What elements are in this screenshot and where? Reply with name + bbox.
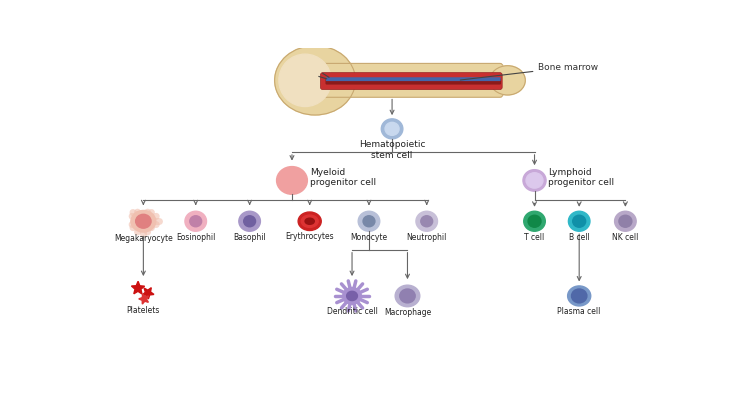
Ellipse shape <box>305 218 314 224</box>
Text: Macrophage: Macrophage <box>384 308 431 317</box>
Ellipse shape <box>400 289 416 303</box>
Ellipse shape <box>523 170 546 191</box>
Text: Lymphoid
progenitor cell: Lymphoid progenitor cell <box>548 168 614 187</box>
Ellipse shape <box>395 285 420 307</box>
Ellipse shape <box>185 211 206 231</box>
Ellipse shape <box>302 215 318 228</box>
Ellipse shape <box>274 46 356 115</box>
Ellipse shape <box>568 286 591 306</box>
Text: Erythrocytes: Erythrocytes <box>285 232 334 241</box>
Text: B cell: B cell <box>568 233 590 242</box>
Ellipse shape <box>568 211 590 231</box>
Text: Eosinophil: Eosinophil <box>176 233 215 242</box>
Ellipse shape <box>526 173 543 188</box>
Text: Bone marrow: Bone marrow <box>460 63 598 80</box>
Polygon shape <box>131 281 145 294</box>
Ellipse shape <box>528 215 541 227</box>
Text: Basophil: Basophil <box>233 233 266 242</box>
FancyBboxPatch shape <box>310 63 503 97</box>
Ellipse shape <box>343 288 362 304</box>
Ellipse shape <box>346 291 358 300</box>
Ellipse shape <box>614 211 636 231</box>
Ellipse shape <box>190 216 202 227</box>
Text: Megakaryocyte: Megakaryocyte <box>114 234 172 242</box>
FancyBboxPatch shape <box>320 73 502 90</box>
Polygon shape <box>139 294 148 304</box>
Ellipse shape <box>573 215 586 227</box>
Text: Monocyte: Monocyte <box>350 233 388 242</box>
Ellipse shape <box>572 289 587 303</box>
Ellipse shape <box>490 66 525 95</box>
Text: Dendritic cell: Dendritic cell <box>326 307 377 316</box>
Ellipse shape <box>298 212 321 230</box>
Text: Hematopoietic
stem cell: Hematopoietic stem cell <box>358 140 425 160</box>
Polygon shape <box>142 288 154 299</box>
Ellipse shape <box>421 216 433 227</box>
Text: Plasma cell: Plasma cell <box>557 308 601 316</box>
Ellipse shape <box>524 211 545 231</box>
Ellipse shape <box>381 119 403 139</box>
Text: T cell: T cell <box>524 233 544 242</box>
Ellipse shape <box>238 211 260 231</box>
Ellipse shape <box>136 214 151 228</box>
Ellipse shape <box>358 211 380 231</box>
Text: NK cell: NK cell <box>612 233 638 242</box>
FancyBboxPatch shape <box>326 78 501 84</box>
FancyBboxPatch shape <box>326 77 501 81</box>
Ellipse shape <box>619 215 632 227</box>
Ellipse shape <box>277 166 308 194</box>
Ellipse shape <box>279 54 332 106</box>
Ellipse shape <box>416 211 437 231</box>
Text: Platelets: Platelets <box>127 306 160 315</box>
Ellipse shape <box>385 122 399 135</box>
Text: Neutrophil: Neutrophil <box>406 233 447 242</box>
Text: Myeloid
progenitor cell: Myeloid progenitor cell <box>310 168 376 187</box>
Ellipse shape <box>363 216 375 227</box>
Ellipse shape <box>131 210 156 232</box>
Ellipse shape <box>244 216 256 227</box>
